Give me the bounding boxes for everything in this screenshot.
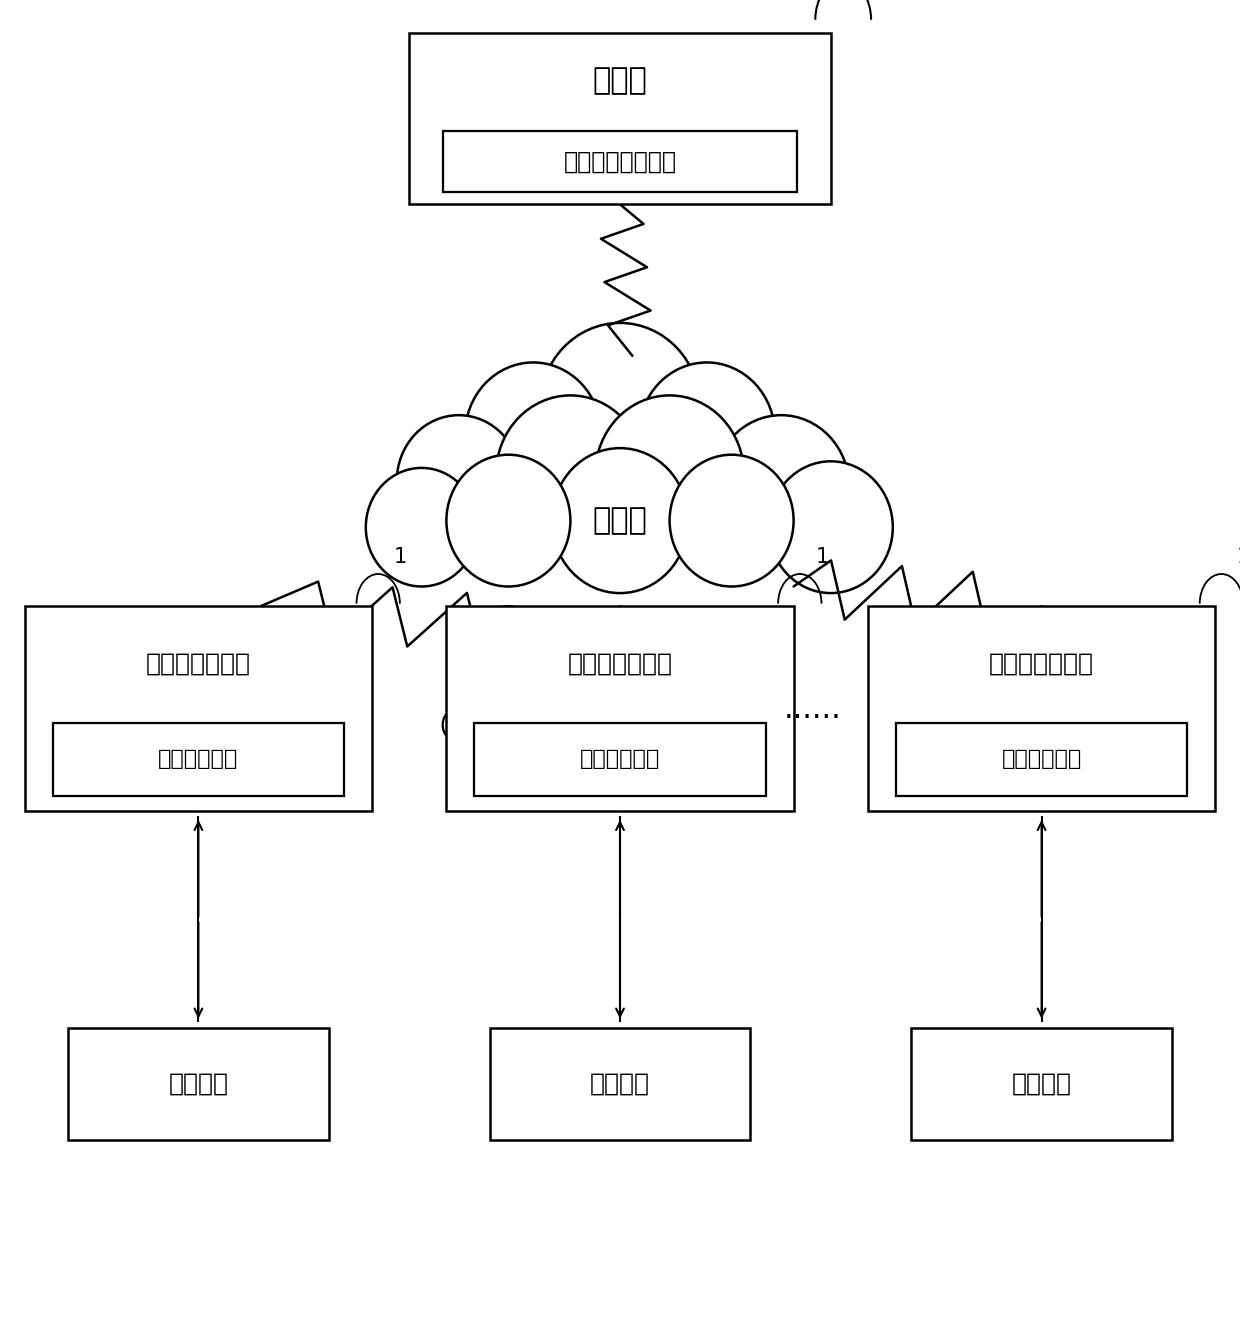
Ellipse shape [446,455,570,587]
Ellipse shape [471,606,546,685]
Text: 运营端: 运营端 [593,66,647,95]
Bar [52,722,345,796]
Text: 运营设备信令平台: 运营设备信令平台 [563,149,677,174]
Text: 互联网: 互联网 [593,506,647,535]
Ellipse shape [552,448,688,593]
Bar [446,606,794,811]
Bar [911,1028,1172,1140]
Bar [474,722,766,796]
Text: ......: ...... [784,695,841,724]
Ellipse shape [639,362,775,507]
Ellipse shape [453,666,502,718]
Text: 1: 1 [816,547,828,567]
Text: 通信终端信令盒: 通信终端信令盒 [568,651,672,676]
Bar [409,33,831,204]
Text: 1: 1 [1238,547,1240,567]
Ellipse shape [713,415,849,560]
Text: 通信终端: 通信终端 [169,1072,228,1097]
Ellipse shape [595,395,744,554]
Ellipse shape [366,468,477,587]
Text: 通信终端: 通信终端 [1012,1072,1071,1097]
Bar [443,130,797,192]
Ellipse shape [769,461,893,593]
Bar [68,1028,329,1140]
Ellipse shape [670,455,794,587]
Text: 终端信令平台: 终端信令平台 [159,750,238,770]
Ellipse shape [465,362,601,507]
Bar [25,606,372,811]
Ellipse shape [496,395,645,554]
Text: 通信终端信令盒: 通信终端信令盒 [146,651,250,676]
Text: 终端信令平台: 终端信令平台 [1002,750,1081,770]
Ellipse shape [397,415,521,547]
Bar [868,606,1215,811]
Ellipse shape [443,708,475,742]
Ellipse shape [539,323,701,494]
Bar [895,722,1188,796]
Text: 通信终端信令盒: 通信终端信令盒 [990,651,1094,676]
Text: 通信终端: 通信终端 [590,1072,650,1097]
Bar [490,1028,750,1140]
Text: 1: 1 [394,547,407,567]
Text: 终端信令平台: 终端信令平台 [580,750,660,770]
